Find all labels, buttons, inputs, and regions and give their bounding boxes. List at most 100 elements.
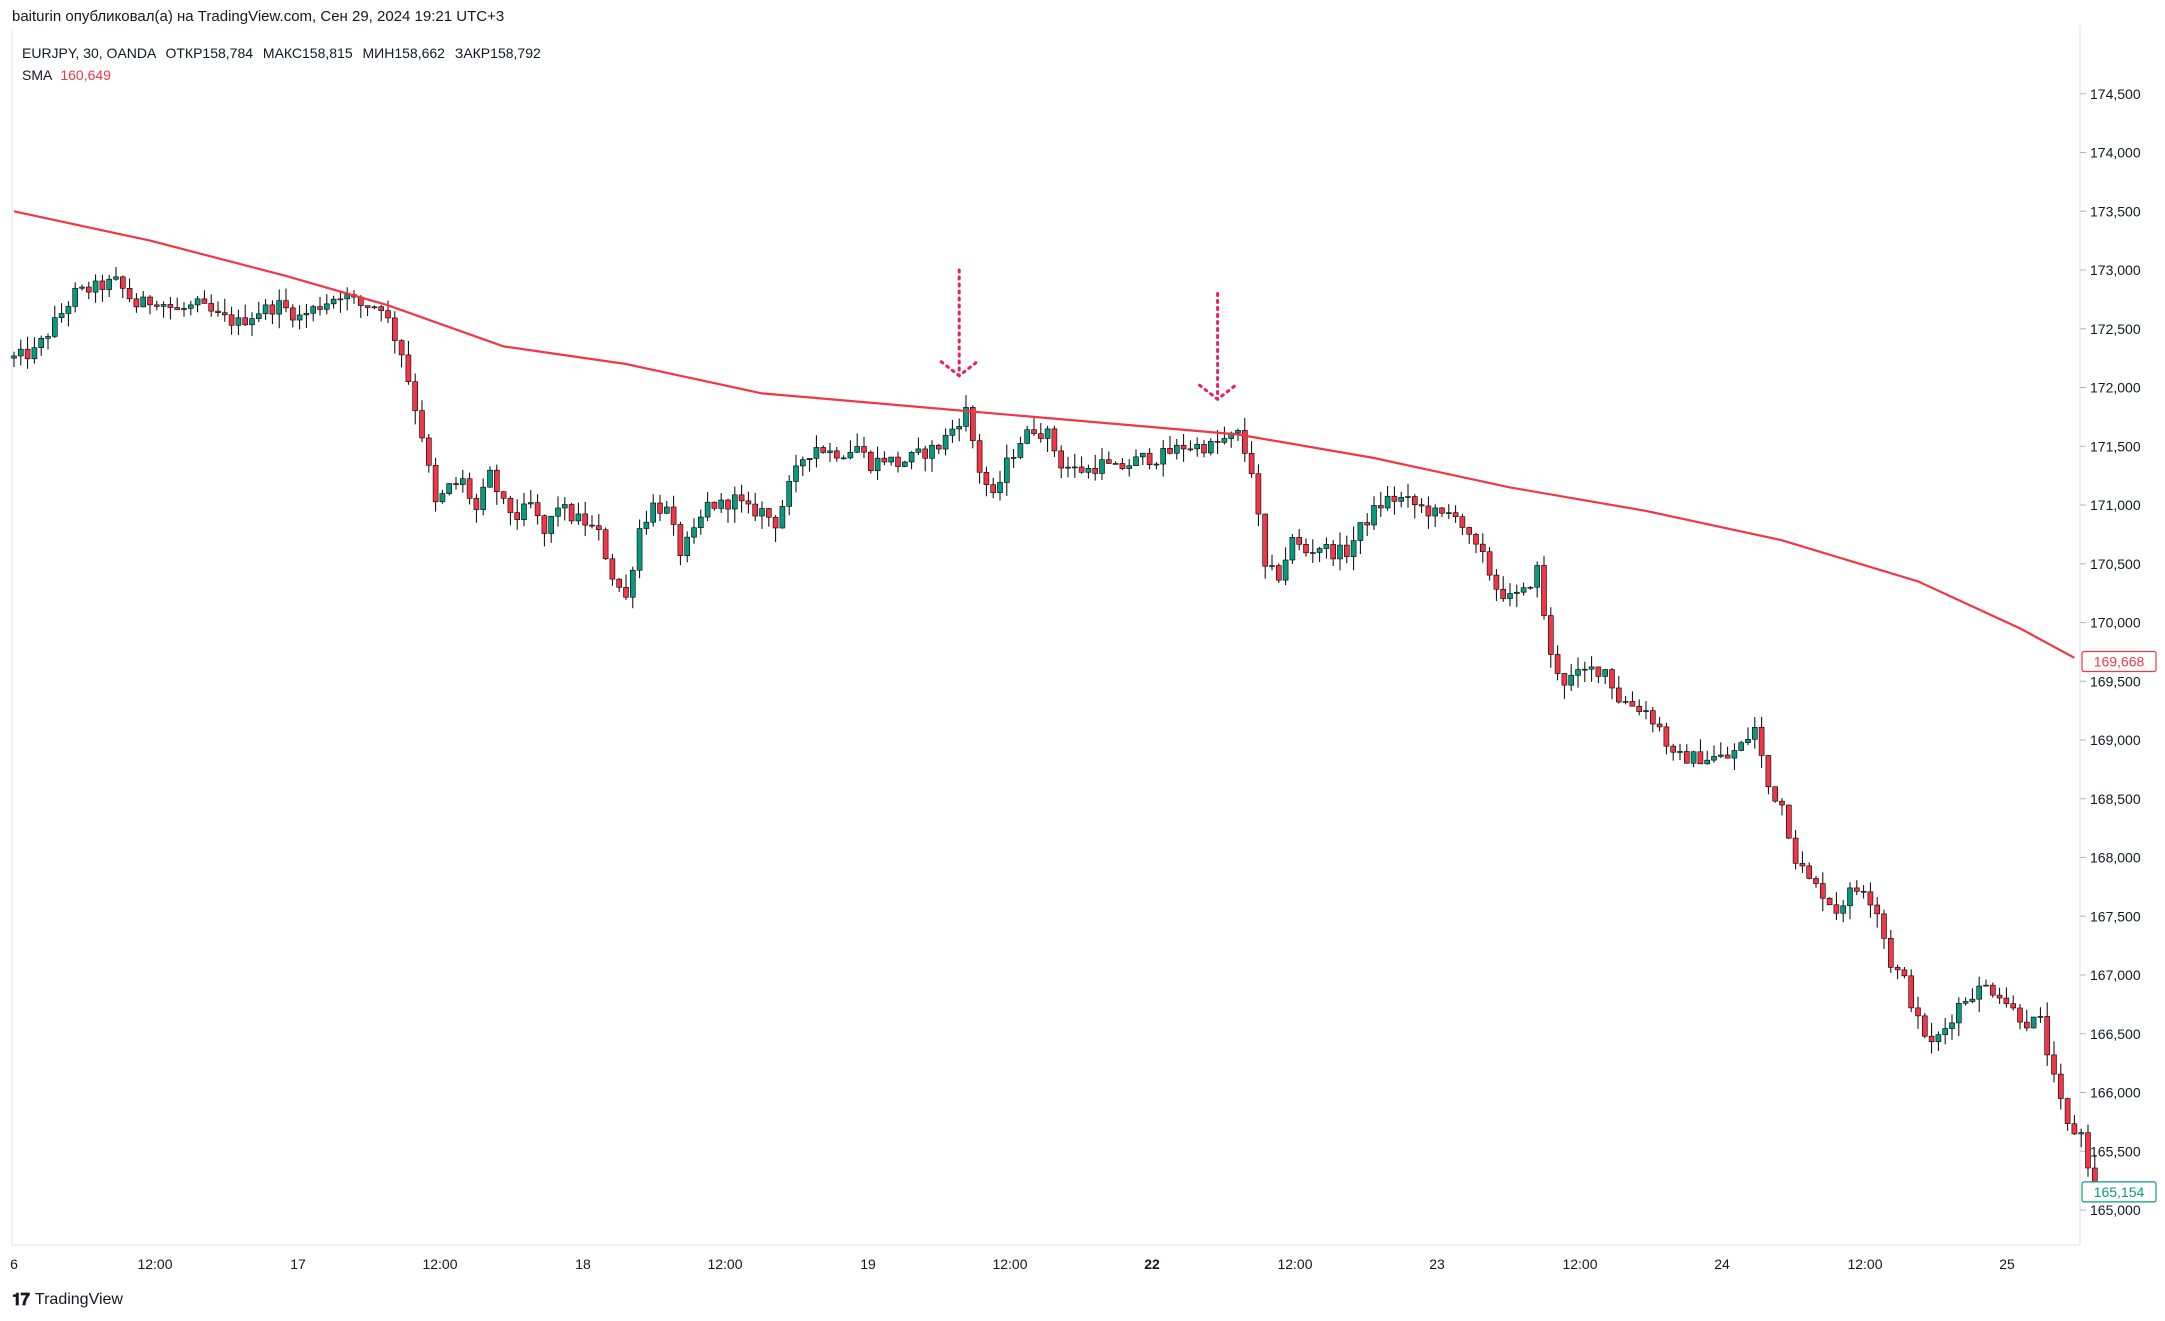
candle-body	[840, 457, 847, 460]
y-tick-label: 167,000	[2090, 967, 2141, 983]
candle-body	[1262, 513, 1268, 567]
candle-down	[1364, 513, 1370, 537]
candle-body	[1656, 723, 1663, 728]
candle-body	[718, 499, 725, 509]
candle-body	[1357, 522, 1364, 541]
candle-body	[337, 298, 344, 301]
candle-down	[364, 305, 371, 317]
candle-down	[269, 300, 276, 325]
candle-body	[1038, 433, 1044, 439]
candle-down	[2003, 987, 2010, 1008]
candle-down	[582, 501, 589, 537]
candle-down	[507, 495, 514, 526]
x-tick-label: 19	[860, 1256, 876, 1272]
candle-body	[1690, 751, 1697, 764]
candle-up	[38, 335, 45, 356]
candle-down	[833, 446, 840, 462]
candle-up	[249, 312, 255, 337]
candle-up	[1956, 997, 1962, 1036]
candle-body	[1629, 701, 1636, 707]
candle-up	[11, 351, 17, 368]
candle-body	[323, 303, 330, 310]
ohlc-row: EURJPY, 30, OANDA ОТКР158,784 МАКС158,81…	[22, 42, 541, 64]
axes: 165,000 165,500 166,000 166,500 167,000 167,5…	[10, 25, 2141, 1272]
candle-body	[1881, 913, 1887, 939]
candle-up	[1745, 727, 1751, 746]
candle-up	[704, 492, 711, 522]
candle-body	[589, 524, 595, 527]
candle-up	[1446, 504, 1452, 520]
price-labels: 169,668 165,154	[2081, 650, 2157, 1203]
candle-body	[997, 482, 1003, 493]
candle-up	[1024, 425, 1030, 445]
candle-down	[473, 493, 480, 523]
candle-body	[833, 450, 840, 459]
candle-down	[1480, 533, 1486, 563]
candle-body	[249, 318, 255, 326]
candle-body	[616, 578, 623, 588]
candle-up	[691, 518, 697, 544]
candle-body	[58, 313, 65, 318]
candle-down	[1541, 556, 1547, 620]
candle-body	[1384, 495, 1391, 509]
y-tick-label: 165,500	[2090, 1143, 2141, 1159]
publish-header: baiturin опубликовал(а) на TradingView.c…	[12, 8, 505, 25]
chart-legend: EURJPY, 30, OANDA ОТКР158,784 МАКС158,81…	[22, 42, 541, 86]
candle-body	[2024, 1021, 2030, 1029]
candle-down	[1180, 434, 1187, 462]
sma-last-label-text: 169,668	[2094, 654, 2145, 670]
candle-body	[1772, 786, 1778, 802]
candle-up	[521, 492, 527, 527]
candle-body	[2078, 1132, 2084, 1135]
close-label: ЗАКР	[454, 45, 491, 61]
candle-down	[126, 278, 133, 303]
candle-body	[1371, 505, 1377, 526]
candle-down	[1874, 897, 1880, 928]
candle-down	[1412, 494, 1418, 519]
candle-body	[725, 499, 731, 510]
candle-body	[1826, 897, 1833, 906]
x-tick-label: 6	[10, 1256, 18, 1272]
candle-up	[303, 304, 310, 328]
candle-up	[235, 309, 242, 336]
candle-body	[929, 444, 935, 459]
candle-body	[391, 317, 398, 341]
candle-body	[1792, 837, 1799, 864]
candle-up	[1405, 483, 1411, 508]
candle-up	[1160, 440, 1166, 477]
candle-up	[956, 418, 963, 442]
candle-body	[813, 447, 820, 459]
candle-body	[1065, 466, 1071, 469]
candle-body	[188, 304, 194, 309]
candle-body	[1480, 543, 1486, 553]
candle-up	[330, 295, 337, 309]
candle-up	[1099, 448, 1105, 480]
candle-down	[1112, 461, 1119, 465]
candle-up	[1643, 700, 1649, 720]
candle-down	[1806, 862, 1812, 880]
candle-body	[806, 458, 813, 460]
candle-body	[1575, 669, 1581, 676]
candle-body	[1201, 444, 1207, 454]
candle-body	[595, 525, 602, 531]
candle-down	[1908, 969, 1914, 1013]
candle-down	[1609, 668, 1615, 700]
candle-down	[1473, 532, 1479, 554]
candle-up	[915, 437, 922, 456]
candle-up	[575, 502, 582, 525]
candle-body	[480, 486, 487, 510]
low-label: МИН	[362, 45, 395, 61]
candle-body	[2064, 1098, 2071, 1125]
y-tick-label: 170,000	[2090, 615, 2141, 631]
candle-body	[126, 288, 133, 300]
last-price-label-box	[2081, 1181, 2157, 1203]
candle-body	[1010, 457, 1017, 459]
candle-up	[1371, 496, 1377, 531]
candle-body	[650, 502, 657, 523]
candle-up	[942, 428, 949, 456]
candle-body	[1983, 984, 1989, 987]
candle-body	[72, 287, 78, 307]
candle-body	[799, 459, 806, 467]
candle-down	[425, 433, 432, 473]
